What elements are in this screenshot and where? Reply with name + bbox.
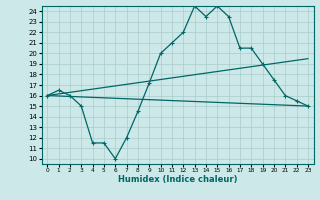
X-axis label: Humidex (Indice chaleur): Humidex (Indice chaleur) [118, 175, 237, 184]
